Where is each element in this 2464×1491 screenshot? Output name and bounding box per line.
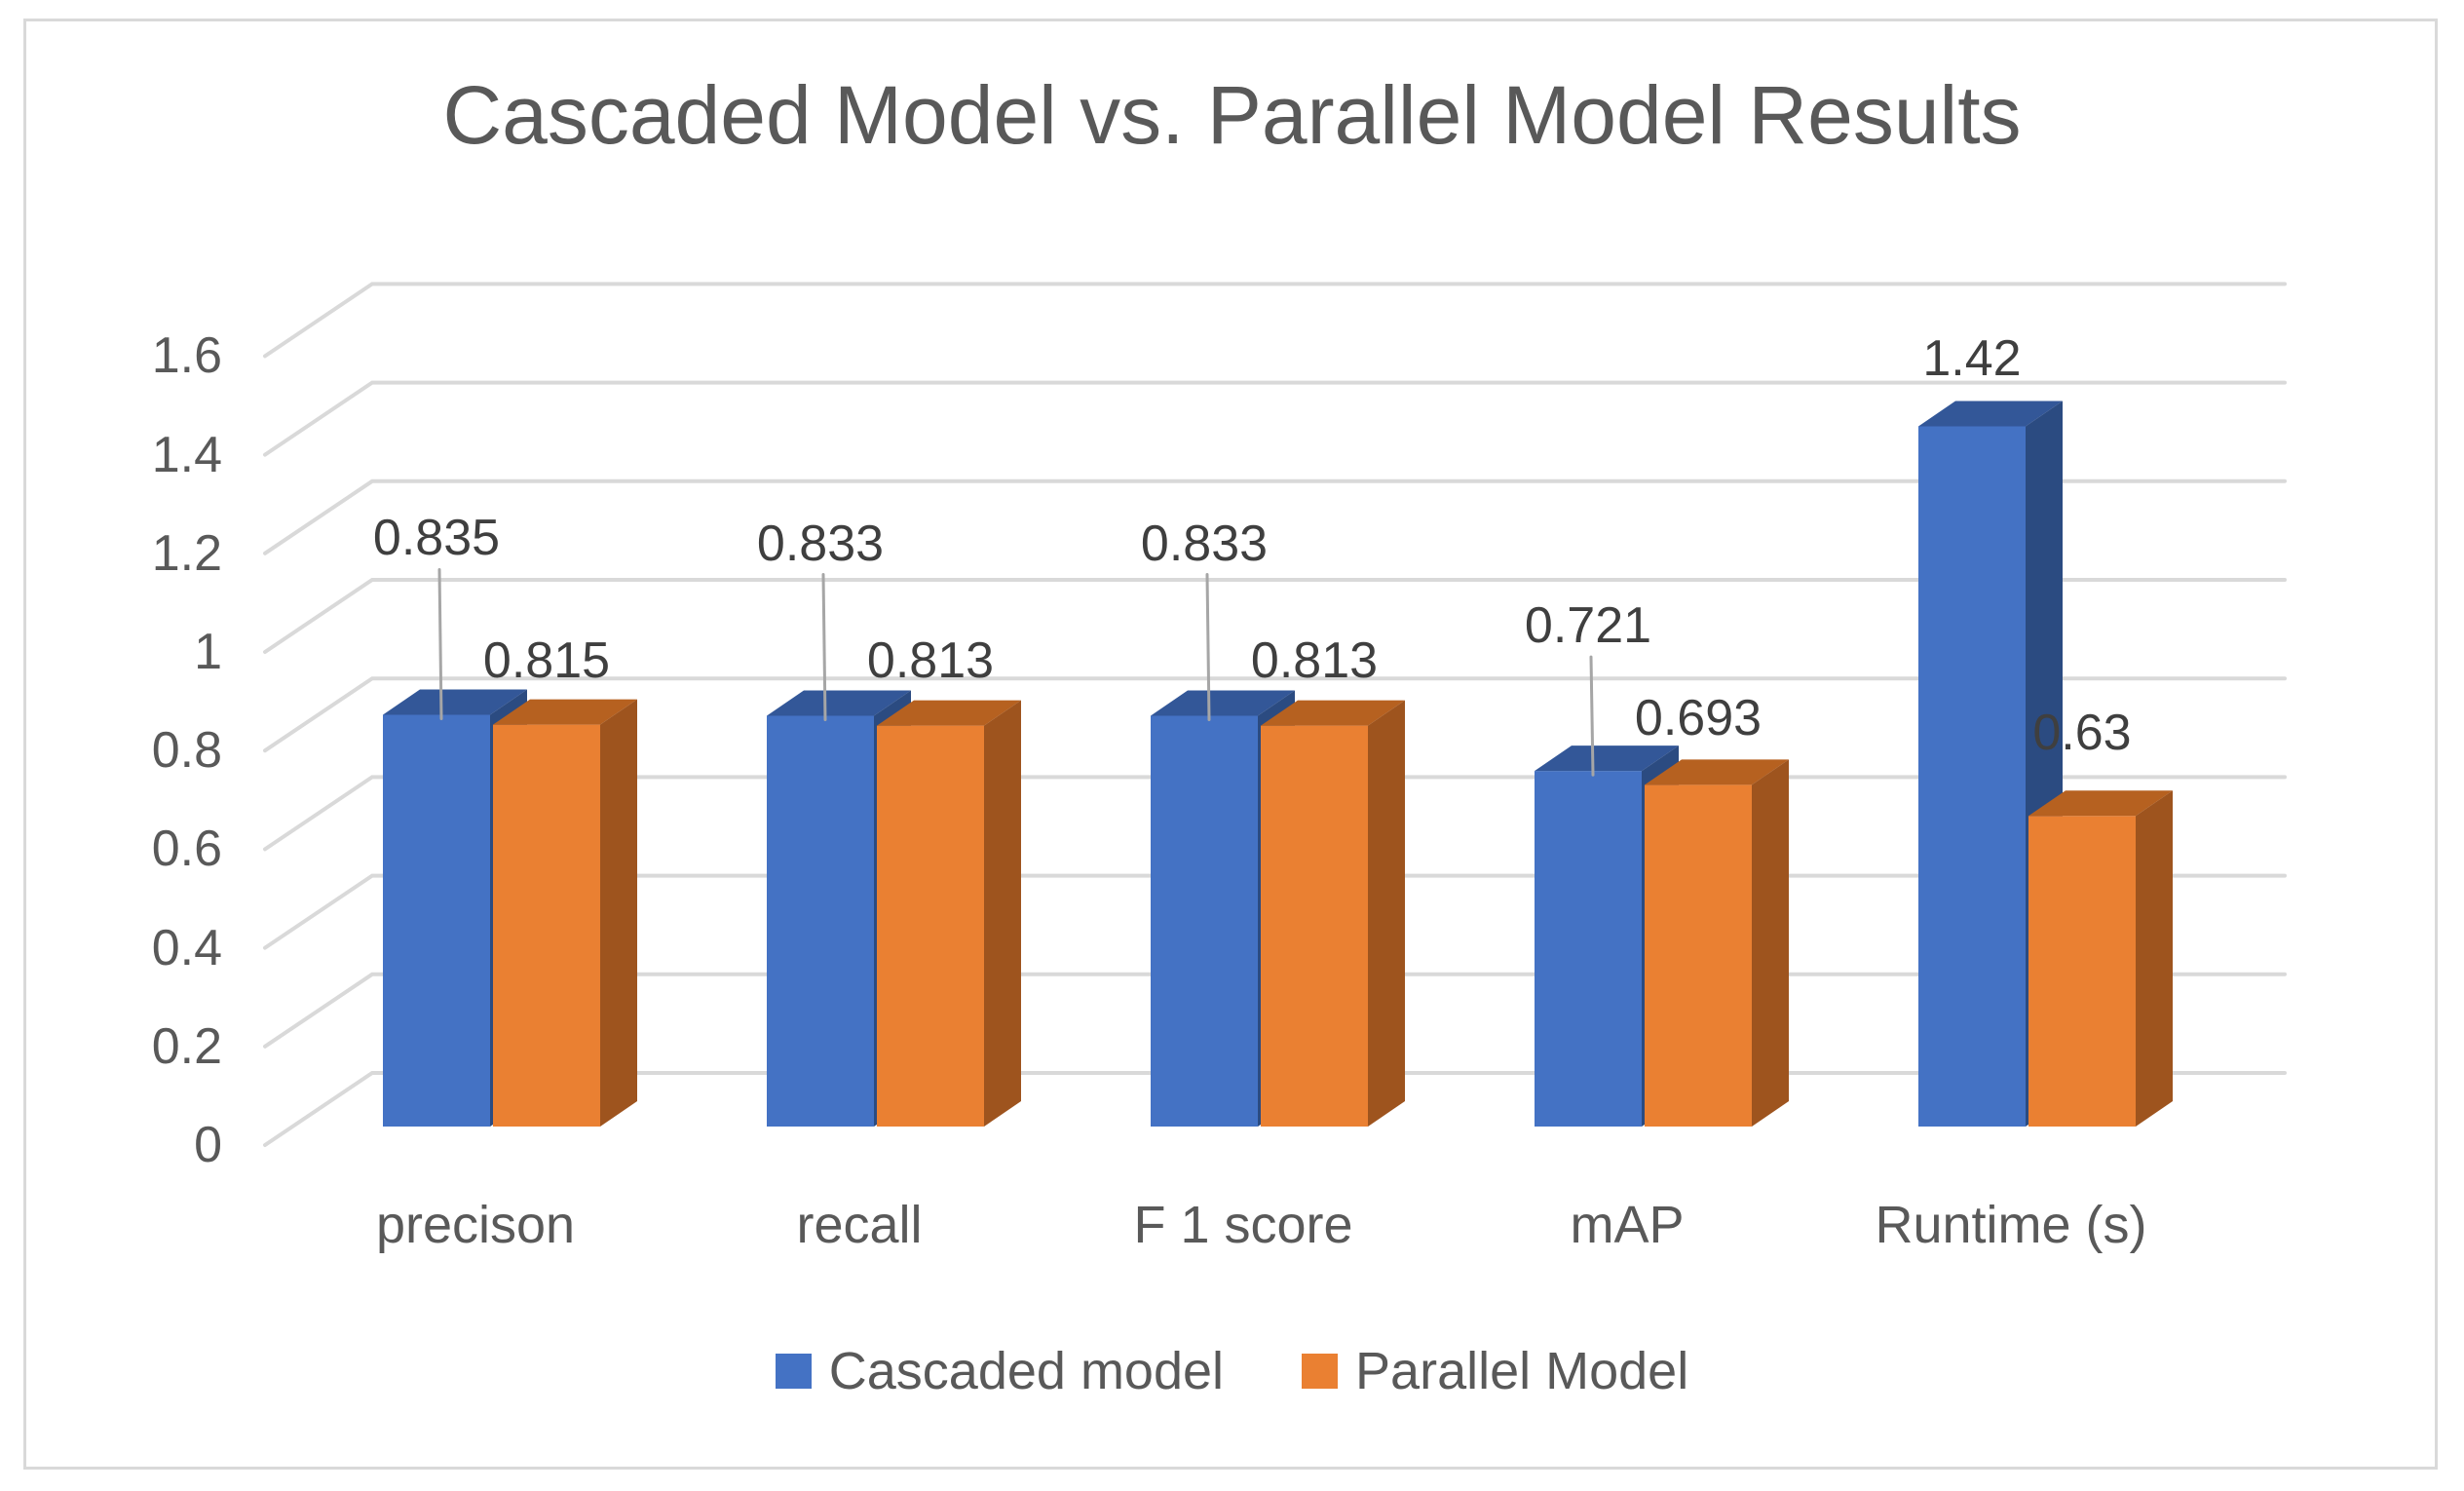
gridline [263,676,2287,753]
legend-marker-parallel-icon [1302,1354,1339,1389]
legend-label-parallel: Parallel Model [1355,1342,1689,1400]
bar-cascaded-model-precison-top [383,689,527,715]
data-label-parallel-model-recall: 0.813 [866,631,995,689]
chart-title: Cascaded Model vs. Parallel Model Result… [442,69,2022,161]
gridline [263,578,2287,654]
y-axis-tick-0-4: 0.4 [151,919,222,976]
bar-parallel-model-f-1-score-front [1261,725,1368,1127]
x-axis-label-recall: recall [796,1196,923,1254]
bar-parallel-model-f-1-score-side [1368,700,1405,1127]
gridline [263,380,2287,457]
data-label-cascaded-model-runtime-s: 1.42 [1922,330,2022,388]
legend-item-parallel-model: Parallel Model [1302,1341,1688,1401]
bar-parallel-model-recall-front [877,725,984,1127]
bar-cascaded-model-map-front [1535,771,1642,1127]
bar-cascaded-model-f-1-score-top [1151,690,1295,716]
y-axis-tick-1-4: 1.4 [151,426,222,483]
bar-parallel-model-map-side [1752,759,1789,1127]
data-label-parallel-model-runtime-s: 0.63 [2032,705,2132,762]
data-label-parallel-model-precison: 0.815 [482,631,611,689]
x-axis-label-runtime-s: Runtime (s) [1875,1196,2147,1254]
x-axis-label-precison: precison [375,1196,576,1254]
y-axis-tick-0: 0 [194,1117,222,1173]
y-axis-tick-1-6: 1.6 [151,327,222,385]
x-axis-label-map: mAP [1570,1196,1685,1254]
y-axis-tick-1: 1 [194,624,222,680]
data-label-leader-line [1589,655,1595,777]
data-label-leader-line [821,573,827,722]
data-label-cascaded-model-precison: 0.835 [372,510,501,567]
bar-parallel-model-recall-top [877,700,1021,726]
legend-label-cascaded: Cascaded model [828,1342,1225,1400]
gridline [263,282,2287,359]
data-label-cascaded-model-recall: 0.833 [756,515,885,572]
bar-parallel-model-precison-front [493,724,600,1127]
y-axis-tick-0-6: 0.6 [151,821,222,878]
data-label-parallel-model-f-1-score: 0.813 [1250,631,1379,689]
gridline [263,478,2287,555]
bar-cascaded-model-runtime-s-top [1918,401,2063,427]
y-axis-tick-0-8: 0.8 [151,722,222,780]
bar-cascaded-model-recall-front [767,715,874,1127]
bar-parallel-model-runtime-s-side [2136,790,2173,1127]
bar-parallel-model-f-1-score-top [1261,700,1405,726]
x-axis-label-f-1-score: F 1 score [1133,1196,1353,1254]
bar-cascaded-model-runtime-s-front [1918,426,2026,1128]
legend-marker-cascaded-icon [775,1354,812,1389]
bar-parallel-model-precison-side [600,699,637,1127]
legend-item-cascaded-model: Cascaded model [775,1341,1225,1401]
data-label-parallel-model-map: 0.693 [1634,690,1763,747]
data-label-cascaded-model-f-1-score: 0.833 [1140,515,1269,572]
bar-parallel-model-map-top [1645,759,1789,785]
y-axis-tick-1-2: 1.2 [151,524,222,582]
bar-cascaded-model-precison-front [383,714,490,1127]
y-axis-tick-0-2: 0.2 [151,1017,222,1075]
data-label-cascaded-model-map: 0.721 [1524,597,1652,655]
bar-cascaded-model-map-top [1535,746,1679,772]
bar-cascaded-model-f-1-score-front [1151,715,1258,1127]
bar-parallel-model-runtime-s-top [2028,790,2173,817]
legend: Cascaded model Parallel Model [0,1342,2464,1400]
bar-cascaded-model-recall-top [767,690,911,716]
bar-parallel-model-recall-side [984,700,1021,1127]
data-label-leader-line [1205,573,1211,722]
bar-parallel-model-map-front [1645,784,1752,1127]
bar-parallel-model-runtime-s-front [2028,816,2136,1127]
bar-parallel-model-precison-top [493,699,637,725]
data-label-leader-line [437,567,443,720]
